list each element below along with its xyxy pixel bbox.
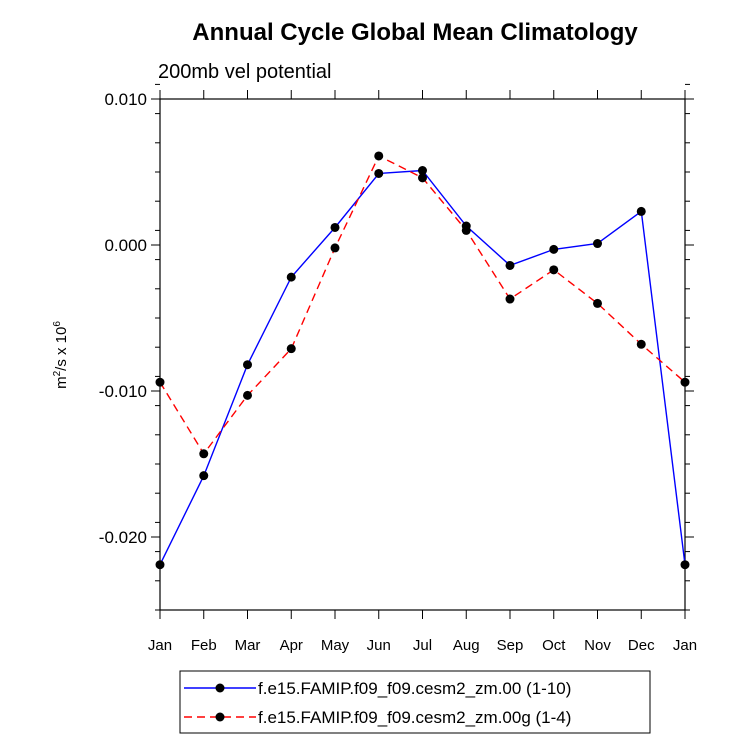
series-0-point <box>155 560 165 570</box>
x-tick-label: Feb <box>191 637 217 654</box>
series-1-point <box>636 339 646 349</box>
series-0-point <box>374 168 384 178</box>
series-0-point <box>680 560 690 570</box>
series-line-1 <box>159 154 686 456</box>
legend-box <box>179 670 651 734</box>
x-tick-label: Sep <box>497 637 524 654</box>
series-1-point <box>505 294 515 304</box>
y-axis-label-base: m <box>53 376 70 389</box>
series-line-0 <box>159 169 686 566</box>
series-1-point <box>593 298 602 308</box>
x-tick-label: Jan <box>148 637 172 654</box>
y-axis-label-exp2: 6 <box>52 321 63 327</box>
x-tick-label: Jun <box>367 637 391 654</box>
y-tick-label: 0.000 <box>104 236 147 255</box>
series-1-point <box>680 377 690 387</box>
series-0-point <box>286 272 296 282</box>
series-1-point <box>243 390 252 400</box>
x-tick-label: Mar <box>235 637 261 654</box>
series-1-point <box>286 344 296 354</box>
series-1-point <box>374 151 384 161</box>
x-tick-label: Dec <box>628 637 655 654</box>
legend-marker-1 <box>215 712 225 722</box>
series-0-point <box>330 222 340 232</box>
series-0-point <box>593 239 602 249</box>
series-1-point <box>549 265 559 275</box>
x-tick-label: Nov <box>584 637 611 654</box>
series-0-point <box>418 166 427 176</box>
x-tick-label: May <box>321 637 350 654</box>
series-1-point <box>330 243 340 253</box>
y-axis-label-exp1: 2 <box>52 370 63 376</box>
series-1-point <box>199 449 209 459</box>
y-axis-label-mid: /s x 10 <box>53 327 70 371</box>
chart-title: Annual Cycle Global Mean Climatology <box>192 19 638 46</box>
y-tick-label: 0.010 <box>104 90 147 109</box>
legend-label-0: f.e15.FAMIP.f09_f09.cesm2_zm.00 (1-10) <box>258 679 571 698</box>
series-0-point <box>243 360 252 370</box>
series-1-point <box>418 173 427 183</box>
legend-marker-0 <box>215 683 225 693</box>
legend-label-1: f.e15.FAMIP.f09_f09.cesm2_zm.00g (1-4) <box>258 708 571 727</box>
series-0-point <box>636 206 646 216</box>
chart-subtitle: 200mb vel potential <box>158 61 331 83</box>
legend: f.e15.FAMIP.f09_f09.cesm2_zm.00 (1-10) f… <box>179 670 651 734</box>
series-0-point <box>505 260 515 270</box>
y-axis-label: m2/s x 106 <box>52 321 70 389</box>
series-0-point <box>199 471 209 481</box>
x-tick-label: Aug <box>453 637 480 654</box>
x-tick-label: Jan <box>673 637 697 654</box>
series-0-point <box>549 244 559 254</box>
y-tick-label: -0.020 <box>99 528 147 547</box>
x-tick-label: Apr <box>280 637 303 654</box>
series-1-point <box>155 377 165 387</box>
series-1-point <box>461 225 471 235</box>
x-tick-label: Oct <box>542 637 566 654</box>
x-tick-label: Jul <box>413 637 432 654</box>
y-tick-label: -0.010 <box>99 382 147 401</box>
